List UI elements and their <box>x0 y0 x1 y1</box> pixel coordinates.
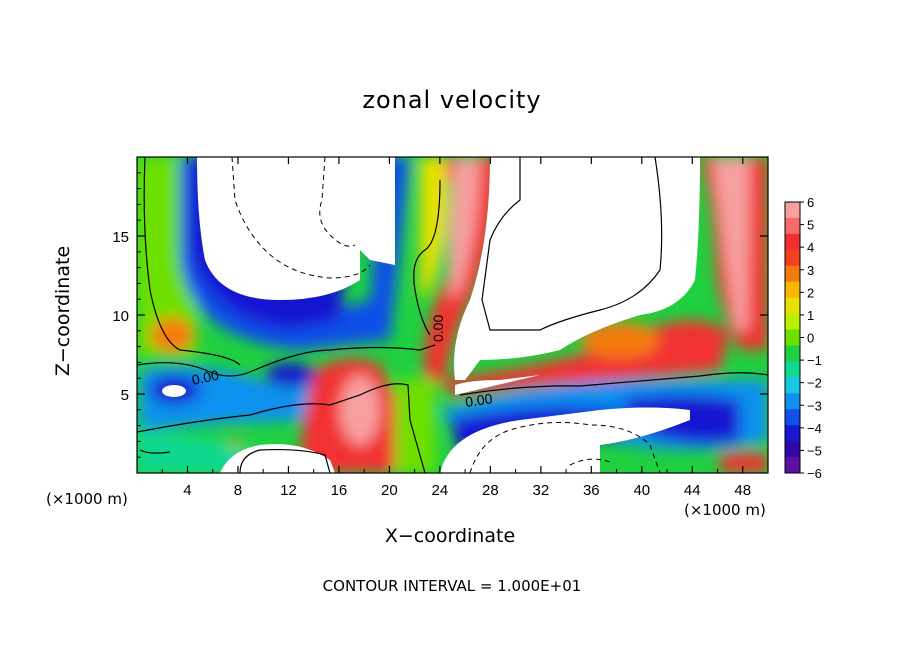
colorbar-tick-label: −5 <box>807 443 822 458</box>
x-tick-label: 48 <box>734 482 751 499</box>
x-axis: 4 8 12 16 20 24 28 32 36 40 44 48 <box>161 157 751 499</box>
y-axis: 5 10 15 <box>112 172 768 458</box>
colorbar-tick-label: 2 <box>807 285 814 300</box>
contour-label: 0.00 <box>464 390 493 410</box>
y-tick-label: 15 <box>112 229 129 246</box>
x-unit-label-left: (×1000 m) <box>46 490 128 508</box>
x-tick-label: 24 <box>432 482 449 499</box>
colorbar: 6 5 4 3 2 1 0 −1 −2 −3 −4 −5 −6 <box>784 195 822 481</box>
y-tick-label: 10 <box>112 308 129 325</box>
colorbar-tick-label: −6 <box>807 466 822 481</box>
x-tick-label: 16 <box>331 482 348 499</box>
chart-title: zonal velocity <box>362 86 542 114</box>
colorbar-tick-label: −2 <box>807 376 822 391</box>
colorbar-swatch <box>785 233 800 251</box>
colorbar-tick-label: 1 <box>807 308 814 323</box>
x-tick-label: 4 <box>183 482 191 499</box>
colorbar-swatch <box>785 457 800 474</box>
colorbar-swatch <box>785 409 800 426</box>
y-axis-label: Z−coordinate <box>52 245 75 377</box>
colorbar-tick-label: −4 <box>807 421 822 436</box>
contour-lines <box>137 157 768 473</box>
x-tick-label: 36 <box>583 482 600 499</box>
colorbar-tick-label: 4 <box>807 240 814 255</box>
colorbar-swatch <box>785 329 800 346</box>
colorbar-swatch <box>785 265 800 283</box>
colorbar-swatch <box>785 345 800 362</box>
x-tick-label: 44 <box>684 482 701 499</box>
colorbar-swatch <box>785 393 800 410</box>
y-tick-label: 5 <box>121 387 129 404</box>
x-tick-label: 20 <box>381 482 398 499</box>
colorbar-swatch <box>785 361 800 378</box>
colorbar-tick-label: 3 <box>807 263 814 278</box>
colorbar-swatch <box>785 377 800 394</box>
x-tick-label: 12 <box>280 482 297 499</box>
x-unit-label-right: (×1000 m) <box>684 501 766 519</box>
contour-label: 0.00 <box>190 367 220 388</box>
x-tick-label: 8 <box>234 482 242 499</box>
colorbar-tick-label: 6 <box>807 195 814 210</box>
colorbar-swatch <box>785 313 800 331</box>
colorbar-tick-label: 5 <box>807 218 814 233</box>
x-tick-label: 40 <box>633 482 650 499</box>
x-tick-label: 28 <box>482 482 499 499</box>
contour-interval-note: CONTOUR INTERVAL = 1.000E+01 <box>322 577 582 595</box>
colorbar-tick-label: −1 <box>807 353 822 368</box>
colorbar-swatch <box>785 281 800 299</box>
contour-label-group: 0.00 0.00 0.00 <box>190 315 493 410</box>
x-tick-label: 32 <box>532 482 549 499</box>
colorbar-swatch <box>785 297 800 315</box>
x-axis-label: X−coordinate <box>384 525 516 547</box>
colorbar-swatch <box>785 217 800 235</box>
colorbar-swatch <box>785 425 800 442</box>
colorbar-tick-label: 0 <box>807 331 814 346</box>
colorbar-swatch <box>785 202 800 219</box>
contour-label: 0.00 <box>430 315 446 342</box>
colorbar-tick-label: −3 <box>807 398 822 413</box>
colorbar-swatch <box>785 249 800 267</box>
colorbar-swatch <box>785 441 800 458</box>
off-scale-regions <box>162 157 700 473</box>
heatmap-field <box>137 157 768 473</box>
dashed-contours <box>231 157 661 473</box>
